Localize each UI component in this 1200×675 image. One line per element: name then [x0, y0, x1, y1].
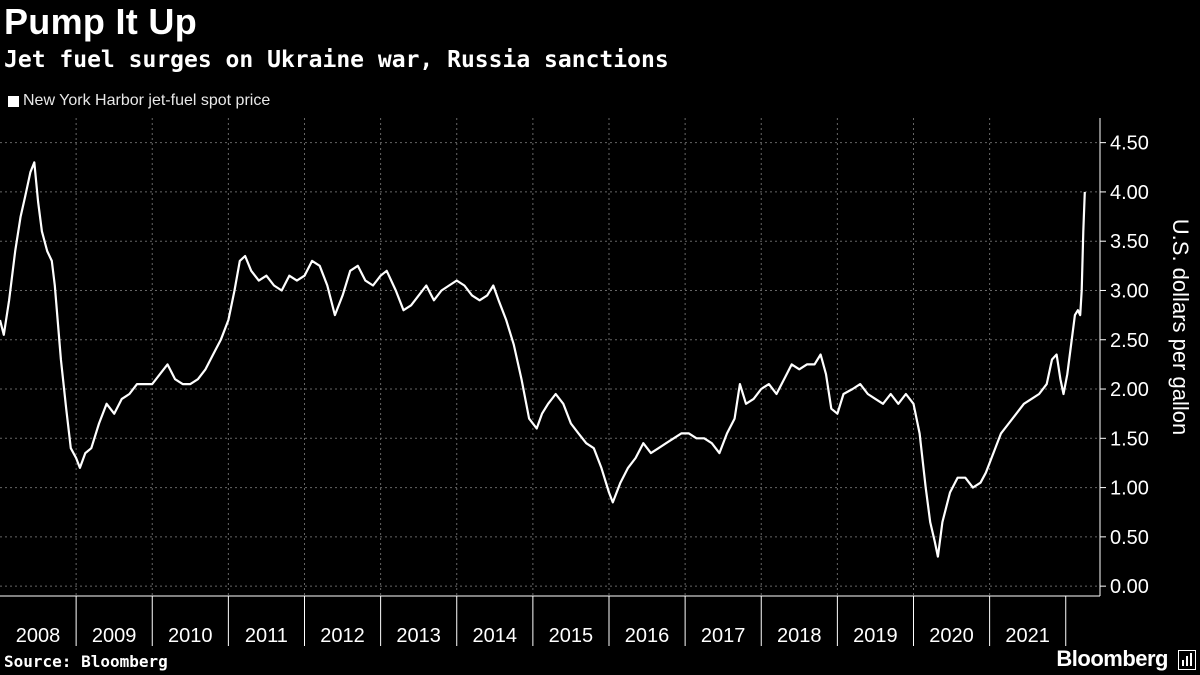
y-tick-label: 1.50 — [1110, 428, 1149, 450]
x-tick-label: 2011 — [245, 625, 288, 647]
series-line — [0, 161, 1086, 558]
chart-subtitle: Jet fuel surges on Ukraine war, Russia s… — [4, 47, 669, 73]
y-tick-label: 2.50 — [1110, 330, 1149, 352]
series-layer — [0, 161, 1086, 558]
x-tick-label: 2020 — [929, 625, 974, 647]
tick-labels: 0.00 0.50 1.00 1.50 2.00 2.50 3.00 3.50 4.00 4.50… — [16, 133, 1149, 647]
legend-label: New York Harbor jet-fuel spot price — [23, 92, 271, 109]
x-tick-label: 2016 — [625, 625, 670, 647]
x-tick-label: 2017 — [701, 625, 746, 647]
chart-title: Pump It Up — [4, 1, 197, 42]
x-tick-label: 2018 — [777, 625, 822, 647]
x-tick-label: 2019 — [853, 625, 898, 647]
y-tick-label: 4.50 — [1110, 133, 1149, 155]
y-tick-label: 4.00 — [1110, 182, 1149, 204]
y-tick-label: 0.00 — [1110, 576, 1149, 598]
x-tick-label: 2010 — [168, 625, 213, 647]
y-tick-label: 3.00 — [1110, 280, 1149, 302]
x-tick-label: 2008 — [16, 625, 61, 647]
x-tick-label: 2013 — [396, 625, 441, 647]
source-note: Source: Bloomberg — [4, 652, 168, 671]
y-axis-label: U.S. dollars per gallon — [1168, 219, 1193, 435]
bar-chart-icon — [1178, 650, 1196, 670]
legend: New York Harbor jet-fuel spot price — [8, 90, 270, 112]
y-tick-label: 1.00 — [1110, 478, 1149, 500]
x-tick-label: 2012 — [320, 625, 365, 647]
y-tick-label: 3.50 — [1110, 231, 1149, 253]
x-tick-label: 2021 — [1005, 625, 1050, 647]
brand-logo: Bloomberg — [1056, 646, 1168, 671]
legend-swatch — [8, 95, 19, 107]
y-tick-label: 2.00 — [1110, 379, 1149, 401]
grid — [0, 118, 1100, 596]
x-tick-label: 2014 — [473, 625, 518, 647]
x-tick-label: 2015 — [549, 625, 594, 647]
axes — [0, 118, 1106, 646]
x-tick-label: 2009 — [92, 625, 137, 647]
y-tick-label: 0.50 — [1110, 527, 1149, 549]
